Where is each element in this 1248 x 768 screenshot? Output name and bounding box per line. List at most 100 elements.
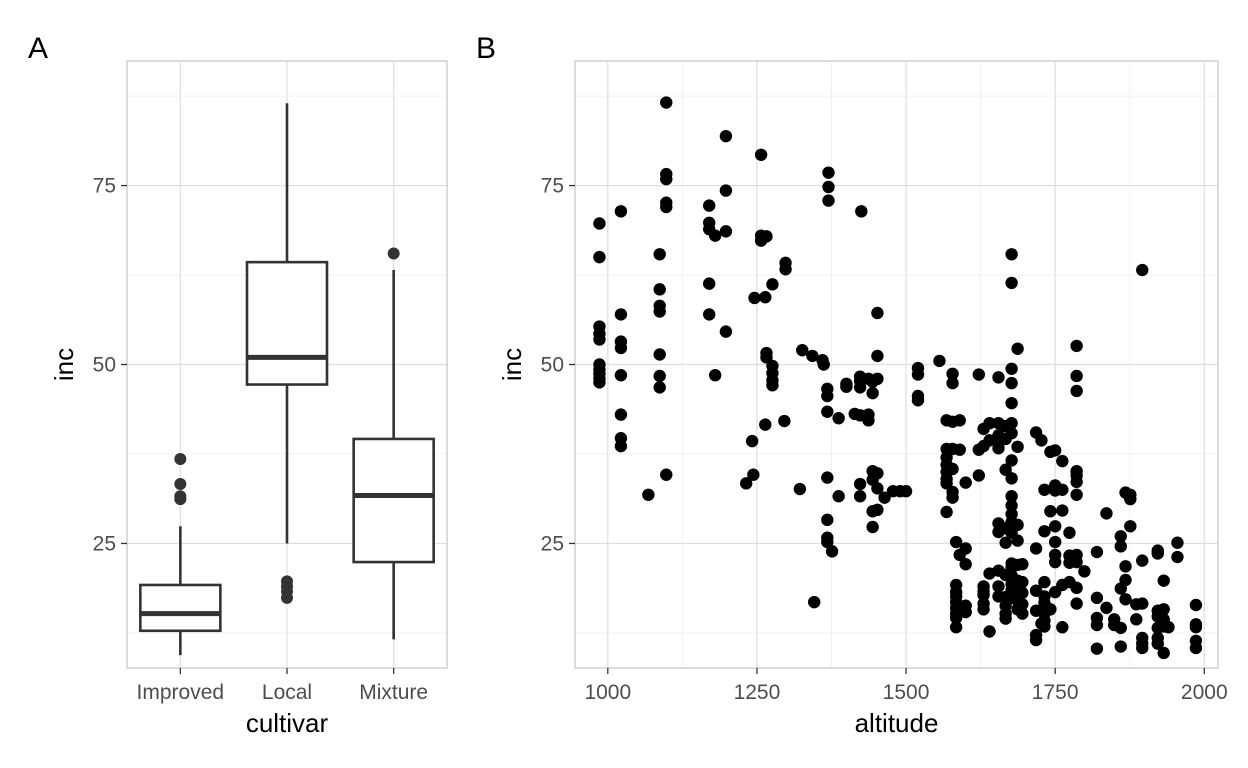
scatter-point — [1016, 598, 1029, 611]
scatter-point — [1005, 454, 1018, 467]
scatter-point — [992, 442, 1005, 455]
scatter-point — [1070, 384, 1083, 398]
scatter-point — [660, 96, 673, 109]
panel-b-ylabel: inc — [497, 348, 527, 381]
scatter-point — [593, 250, 606, 264]
scatter-point — [719, 129, 733, 143]
panel-b: B 25 50 75 1000 1250 1500 1750 2000 altitude in… — [476, 32, 1228, 738]
scatter-point — [1029, 542, 1043, 555]
x-tick-label: 1000 — [584, 681, 631, 704]
scatter-point — [899, 484, 913, 498]
scatter-point — [1005, 427, 1018, 440]
scatter-point — [703, 277, 716, 290]
scatter-point — [1090, 545, 1104, 559]
scatter-point — [807, 595, 821, 609]
panel-b-points — [593, 96, 1203, 660]
panel-a: A 25 50 75 Improved Local Mixture cultivar in… — [28, 32, 448, 738]
scatter-point — [817, 358, 830, 371]
scatter-point — [1070, 369, 1083, 383]
scatter-point — [959, 558, 972, 571]
scatter-point — [793, 482, 807, 496]
scatter-point — [1124, 520, 1137, 533]
x-tick-label: Local — [262, 681, 312, 704]
scatter-point — [593, 217, 606, 230]
scatter-point — [821, 513, 834, 527]
scatter-point — [766, 278, 779, 291]
scatter-point — [719, 225, 733, 238]
scatter-point — [1038, 525, 1051, 538]
scatter-point — [1114, 530, 1127, 543]
scatter-point — [871, 306, 884, 320]
scatter-point — [653, 348, 666, 361]
scatter-point — [754, 148, 768, 161]
scatter-point — [871, 467, 884, 480]
scatter-point — [1011, 342, 1024, 355]
scatter-point — [1005, 490, 1018, 503]
scatter-point — [1005, 499, 1018, 512]
outlier-point — [281, 575, 293, 588]
scatter-point — [1100, 507, 1113, 520]
scatter-point — [660, 172, 673, 186]
scatter-point — [1044, 505, 1057, 518]
scatter-point — [593, 333, 606, 346]
scatter-point — [822, 180, 835, 194]
scatter-point — [1070, 581, 1083, 595]
scatter-point — [1011, 440, 1024, 454]
scatter-point — [708, 369, 722, 382]
x-tick-label: Mixture — [359, 681, 428, 704]
scatter-point — [911, 368, 925, 381]
scatter-point — [853, 490, 867, 503]
scatter-point — [853, 381, 867, 394]
scatter-point — [1016, 558, 1029, 571]
scatter-point — [983, 416, 996, 430]
scatter-point — [992, 371, 1005, 384]
box-body — [245, 260, 329, 386]
scatter-point — [1157, 574, 1170, 587]
scatter-point — [1048, 535, 1062, 549]
scatter-point — [977, 603, 990, 616]
scatter-point — [1016, 575, 1029, 589]
scatter-point — [972, 368, 986, 381]
scatter-point — [1044, 603, 1057, 616]
scatter-point — [1029, 633, 1043, 647]
scatter-point — [1189, 598, 1203, 612]
scatter-point — [1151, 637, 1164, 650]
outlier-point — [174, 478, 187, 491]
scatter-point — [1136, 597, 1149, 610]
panel-b-ticks: 25 50 75 1000 1250 1500 1750 2000 — [541, 175, 1228, 704]
scatter-point — [760, 230, 773, 243]
scatter-point — [821, 471, 834, 484]
panel-b-label: B — [476, 32, 496, 65]
y-tick-label: 75 — [541, 175, 564, 198]
scatter-point — [1119, 573, 1132, 587]
scatter-point — [946, 376, 959, 390]
x-tick-label: 2000 — [1181, 681, 1228, 704]
scatter-point — [1151, 547, 1164, 560]
y-tick-label: 75 — [93, 175, 116, 198]
scatter-point — [1070, 475, 1083, 489]
scatter-point — [1130, 613, 1143, 626]
scatter-point — [992, 580, 1005, 593]
scatter-point — [1005, 416, 1018, 430]
scatter-point — [766, 379, 779, 392]
scatter-point — [1035, 434, 1048, 447]
scatter-point — [653, 381, 666, 394]
scatter-point — [832, 411, 845, 425]
scatter-point — [871, 349, 884, 363]
scatter-point — [1070, 597, 1083, 610]
scatter-point — [1048, 444, 1062, 457]
scatter-point — [1011, 518, 1024, 532]
scatter-point — [1005, 396, 1018, 410]
scatter-point — [703, 199, 716, 212]
scatter-point — [871, 503, 884, 517]
scatter-point — [862, 414, 875, 427]
scatter-point — [866, 386, 879, 400]
scatter-point — [825, 545, 839, 558]
scatter-point — [1136, 641, 1149, 655]
scatter-point — [1171, 550, 1184, 564]
panel-a-label: A — [28, 32, 48, 65]
scatter-point — [779, 263, 792, 276]
scatter-point — [1016, 586, 1029, 600]
scatter-point — [983, 625, 996, 638]
panel-a-ylabel: inc — [49, 348, 79, 381]
